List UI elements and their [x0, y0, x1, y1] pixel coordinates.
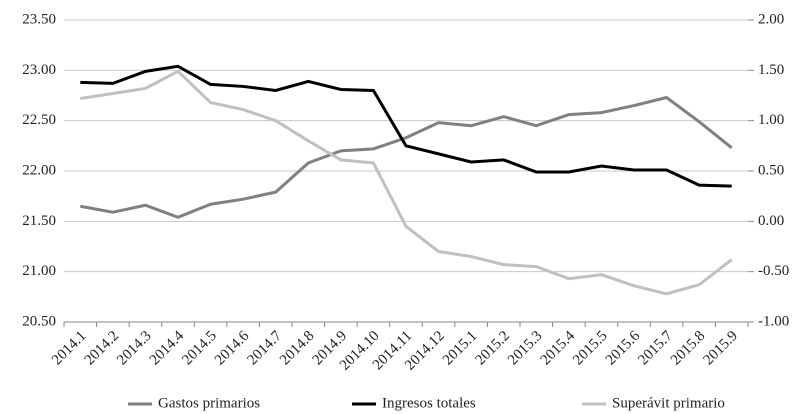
series-line [80, 64, 732, 188]
y2-tick-label: 0.50 [758, 162, 784, 178]
y2-tick-label: 0.00 [758, 213, 784, 229]
x-tick-label: 2014.6 [212, 328, 253, 369]
x-tick-label: 2015.3 [505, 328, 545, 368]
y-tick-label: 21.50 [22, 213, 56, 229]
x-tick-label: 2015.1 [440, 328, 480, 368]
y-tick-label: 22.50 [22, 112, 56, 128]
x-tick-label: 2015.6 [603, 328, 644, 369]
y-tick-label: 20.50 [22, 313, 56, 329]
x-tick-label: 2014.4 [147, 328, 188, 369]
y-tick-label: 23.50 [22, 11, 56, 27]
y-tick-label: 23.00 [22, 62, 56, 78]
y2-tick-label: 1.50 [758, 62, 784, 78]
x-tick-label: 2015.7 [635, 328, 676, 369]
x-tick-label: 2015.9 [700, 328, 740, 368]
y2-tick-label: 1.00 [758, 112, 784, 128]
y2-tick-label: -1.00 [758, 313, 789, 329]
y2-tick-label: 2.00 [758, 11, 784, 27]
y-tick-label: 21.00 [22, 263, 56, 279]
legend-label: Gastos primarios [158, 395, 260, 411]
legend-label: Ingresos totales [382, 395, 476, 411]
y2-tick-label: -0.50 [758, 263, 789, 279]
series-line [80, 69, 733, 296]
x-tick-label: 2014.8 [277, 328, 317, 368]
x-tick-label: 2014.2 [82, 328, 122, 368]
x-tick-label: 2015.2 [472, 328, 512, 368]
x-tick-label: 2014.3 [114, 328, 154, 368]
series-line [80, 95, 733, 219]
x-tick-label: 2014.5 [179, 328, 219, 368]
legend-label: Superávit primario [612, 395, 725, 411]
x-tick-label: 2015.5 [570, 328, 610, 368]
x-tick-label: 2014.7 [244, 328, 285, 369]
x-tick-label: 2014.1 [49, 328, 89, 368]
x-tick-label: 2015.4 [538, 328, 579, 369]
y-tick-label: 22.00 [22, 162, 56, 178]
x-tick-label: 2015.8 [668, 328, 708, 368]
